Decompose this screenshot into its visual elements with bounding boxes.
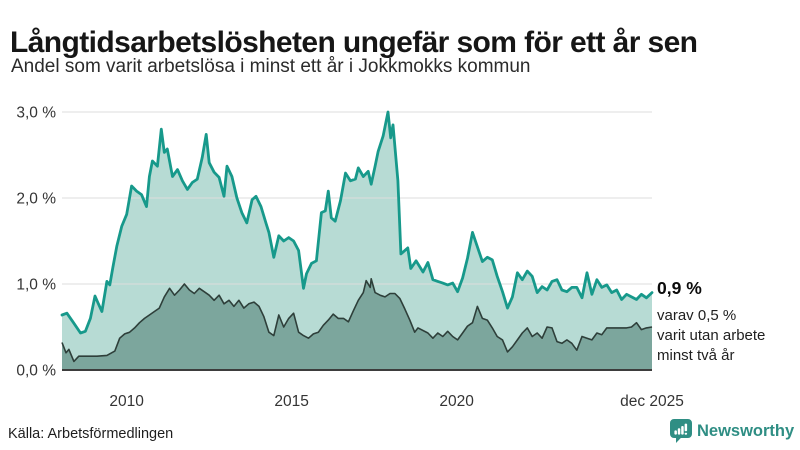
area-minst-tva-ar: [62, 278, 652, 370]
y-tick-label: 3,0 %: [16, 105, 56, 122]
end-value-annotation: 0,9 % varav 0,5 % varit utan arbete mins…: [657, 278, 797, 366]
x-tick-label: dec 2025: [620, 393, 684, 410]
note-line: varit utan arbete: [657, 327, 766, 344]
page-title: Långtidsarbetslösheten ungefär som för e…: [10, 26, 698, 60]
x-tick-label: 2015: [274, 393, 308, 410]
x-tick-label: 2010: [109, 393, 144, 410]
latest-value-label: 0,9 %: [657, 278, 702, 298]
line-minst-ett-ar: [60, 110, 654, 335]
line-minst-tva-ar: [61, 278, 653, 363]
newsworthy-wordmark: Newsworthy: [697, 421, 795, 440]
note-line: minst två år: [657, 347, 735, 364]
note-line: varav 0,5 %: [657, 307, 737, 324]
y-tick-label: 2,0 %: [16, 191, 56, 208]
source-label: Källa: Arbetsförmedlingen: [8, 426, 174, 442]
newsworthy-speech-bubble-chart-icon: [670, 419, 692, 443]
y-tick-label: 0,0 %: [16, 363, 56, 380]
x-tick-label: 2020: [439, 393, 474, 410]
page-subtitle: Andel som varit arbetslösa i minst ett å…: [11, 56, 531, 77]
latest-value-note: varav 0,5 % varit utan arbete minst två …: [657, 306, 797, 366]
newsworthy-logo-link[interactable]: Newsworthy: [670, 419, 794, 443]
y-tick-label: 1,0 %: [16, 277, 56, 294]
